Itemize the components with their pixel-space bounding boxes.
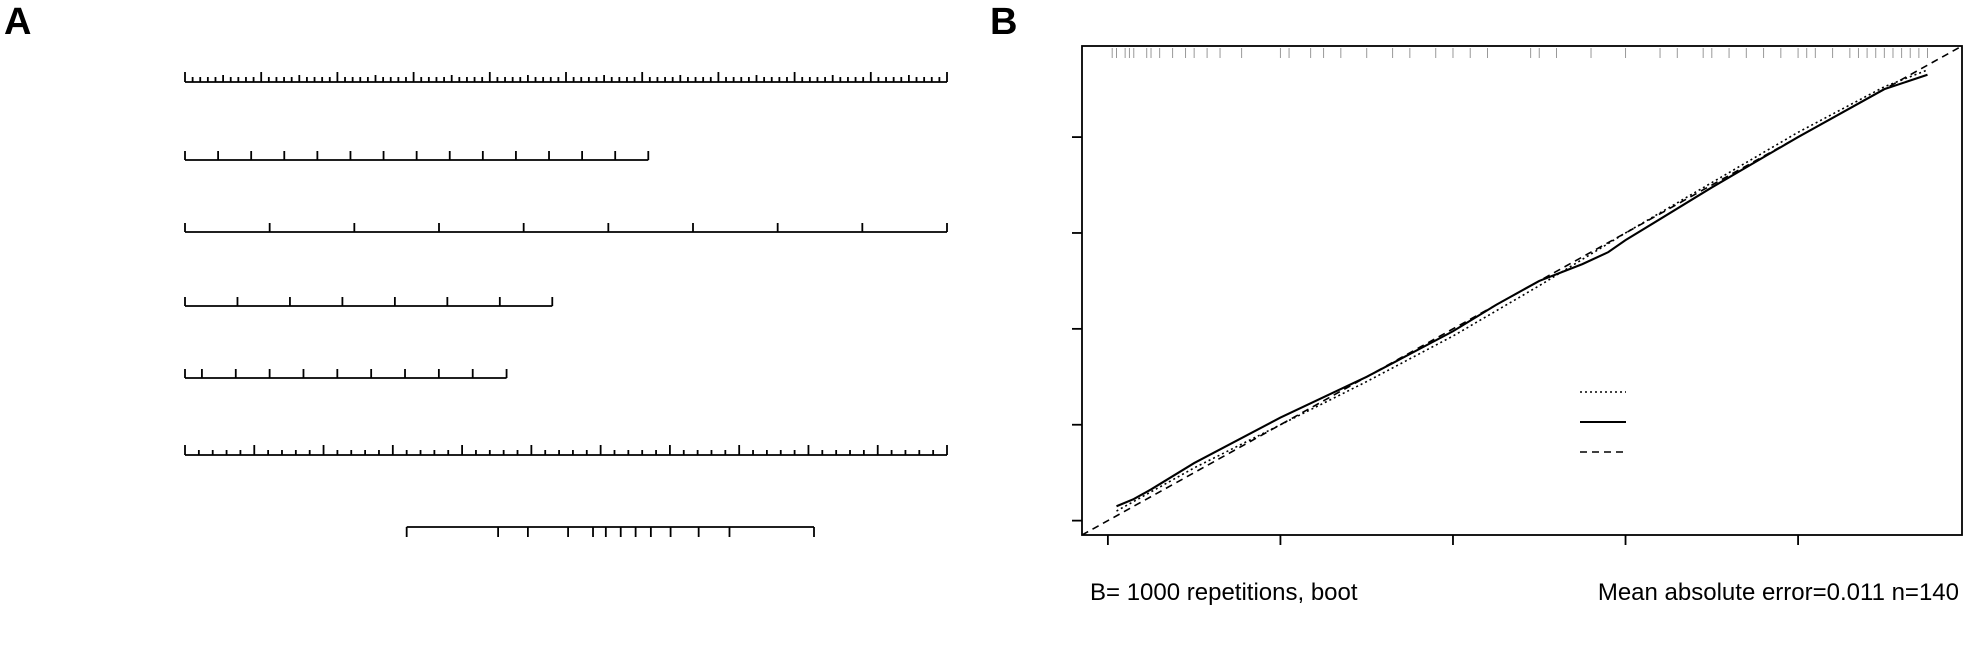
nomogram-row bbox=[184, 223, 948, 233]
series-line-solid bbox=[1116, 73, 1928, 508]
nomogram-panel: A bbox=[4, 1, 948, 537]
panel-letter-a: A bbox=[4, 1, 31, 43]
plot-frame bbox=[1081, 45, 1963, 536]
nomogram-row bbox=[184, 369, 508, 379]
footer-left: B= 1000 repetitions, boot bbox=[1090, 579, 1358, 606]
nomogram-row bbox=[184, 72, 948, 83]
nomogram-row bbox=[184, 445, 948, 456]
nomogram-row bbox=[184, 297, 554, 307]
panel-letter-b: B bbox=[990, 1, 1017, 43]
footer-right: Mean absolute error=0.011 n=140 bbox=[1598, 579, 1959, 606]
calibration-panel: B B= 1000 repetitions, boot Mean absolut… bbox=[990, 1, 1963, 606]
nomogram-row bbox=[405, 526, 815, 537]
nomogram-row bbox=[184, 151, 650, 161]
